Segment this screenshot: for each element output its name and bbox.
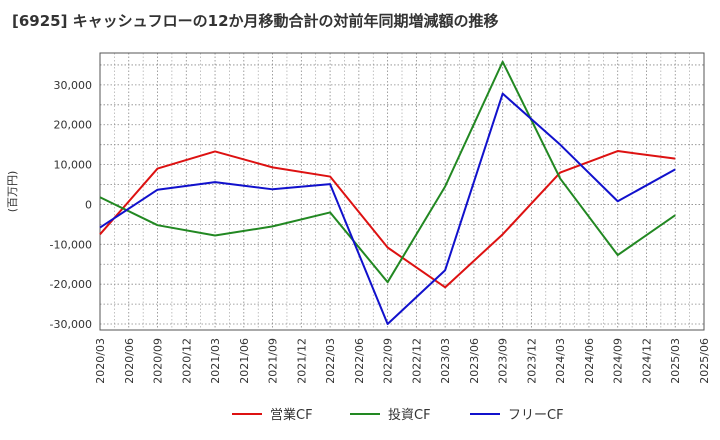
x-tick-label: 2021/09 (267, 338, 280, 384)
x-tick-label: 2021/03 (209, 338, 222, 384)
x-tick-label: 2025/03 (669, 338, 682, 384)
series-line (99, 92, 676, 326)
y-tick-label: 10,000 (54, 159, 93, 172)
y-tick-label: -20,000 (50, 278, 92, 291)
y-tick-label: 30,000 (54, 79, 93, 92)
grid-lines (99, 53, 705, 330)
y-axis-ticks: -30,000 -20,000 -10,000 0 10,000 20,000 30,000 (50, 79, 92, 331)
y-axis-label: (百万円) (6, 171, 19, 213)
legend: 営業CF 投資CF フリーCF (232, 407, 564, 423)
y-tick-label: -30,000 (50, 318, 92, 331)
y-tick-label: 20,000 (54, 119, 93, 132)
x-tick-label: 2020/03 (94, 338, 107, 384)
x-tick-label: 2024/03 (554, 338, 567, 384)
legend-label: 投資CF (388, 407, 431, 423)
x-tick-label: 2020/12 (180, 338, 193, 384)
y-tick-label: -10,000 (50, 238, 92, 251)
x-tick-label: 2025/06 (698, 338, 711, 384)
x-tick-label: 2021/12 (295, 338, 308, 384)
x-tick-label: 2024/09 (612, 338, 625, 384)
x-tick-label: 2023/12 (525, 338, 538, 384)
chart-title: [6925] キャッシュフローの12か月移動合計の対前年同期増減額の推移 (12, 12, 499, 30)
legend-label: フリーCF (508, 408, 564, 423)
x-tick-label: 2022/06 (353, 338, 366, 384)
x-tick-label: 2023/06 (468, 338, 481, 384)
x-tick-label: 2023/03 (439, 338, 452, 384)
legend-label: 営業CF (270, 407, 313, 423)
x-axis-ticks: 2020/03 2020/06 2020/09 2020/12 2021/03 2021/… (94, 338, 711, 384)
x-tick-label: 2022/09 (382, 338, 395, 384)
x-tick-label: 2022/12 (410, 338, 423, 384)
plot-frame (99, 52, 705, 331)
x-tick-label: 2022/03 (324, 338, 337, 384)
x-tick-label: 2020/06 (123, 338, 136, 384)
x-tick-label: 2024/12 (640, 338, 653, 384)
series-line (99, 60, 676, 284)
x-tick-label: 2024/06 (583, 338, 596, 384)
series-line (99, 150, 676, 289)
y-tick-label: 0 (85, 198, 92, 211)
series-lines (99, 60, 676, 326)
x-tick-label: 2020/09 (152, 338, 165, 384)
x-tick-label: 2021/06 (238, 338, 251, 384)
x-tick-label: 2023/09 (497, 338, 510, 384)
